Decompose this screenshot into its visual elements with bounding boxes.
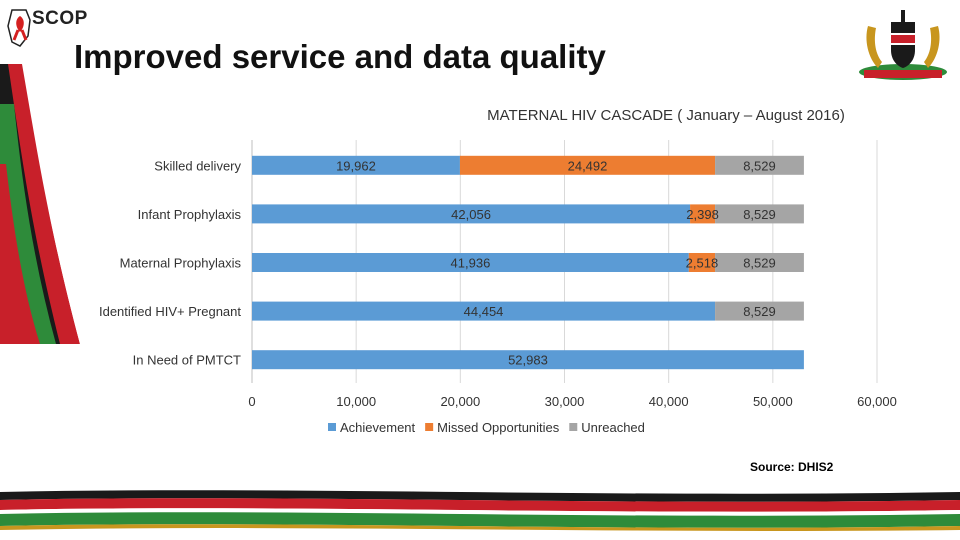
bar-missed-opportunities (690, 204, 716, 224)
category-label: In Need of PMTCT (133, 353, 241, 368)
x-tick-label: 10,000 (336, 394, 376, 409)
category-label: Skilled delivery (154, 158, 241, 173)
logo-text: SCOP (32, 8, 88, 29)
data-label: 2,518 (686, 256, 719, 271)
x-tick-label: 30,000 (545, 394, 585, 409)
bar-unreached (715, 155, 804, 175)
legend-label: Unreached (581, 420, 645, 435)
bar-achievement (252, 155, 460, 175)
data-label: 44,454 (464, 304, 504, 319)
x-tick-label: 50,000 (753, 394, 793, 409)
x-tick-label: 20,000 (440, 394, 480, 409)
bar-missed-opportunities (459, 155, 716, 175)
data-label: 19,962 (336, 158, 376, 173)
bar-unreached (715, 301, 804, 321)
bar-achievement (252, 301, 716, 321)
legend-label: Missed Opportunities (437, 420, 560, 435)
legend-swatch (328, 423, 336, 431)
kenya-flag-swoosh (0, 64, 80, 344)
data-label: 52,983 (508, 353, 548, 368)
data-label: 8,529 (743, 256, 776, 271)
category-label: Maternal Prophylaxis (120, 256, 242, 271)
x-tick-label: 40,000 (649, 394, 689, 409)
data-label: 24,492 (568, 158, 608, 173)
category-label: Infant Prophylaxis (138, 207, 242, 222)
data-label: 8,529 (743, 207, 776, 222)
chart-title: MATERNAL HIV CASCADE ( January – August … (487, 107, 845, 124)
coat-of-arms (859, 10, 947, 80)
data-label: 41,936 (451, 256, 491, 271)
legend-swatch (425, 423, 434, 431)
bar-achievement (252, 253, 689, 272)
page-title: Improved service and data quality (74, 38, 606, 75)
source-note: Source: DHIS2 (750, 460, 834, 474)
category-label: Identified HIV+ Pregnant (99, 304, 241, 319)
ribbon-icon (16, 16, 24, 32)
data-label: 8,529 (743, 304, 776, 319)
flag-stripe-band (0, 490, 960, 531)
bar-achievement (252, 350, 804, 370)
bar-missed-opportunities (688, 253, 716, 272)
x-tick-label: 60,000 (857, 394, 897, 409)
bar-achievement (252, 204, 691, 224)
bar-unreached (715, 253, 804, 272)
legend-swatch (569, 423, 578, 431)
data-label: 8,529 (743, 158, 776, 173)
bar-unreached (715, 204, 804, 224)
data-label: 2,398 (686, 207, 719, 222)
nascop-logo (7, 9, 31, 47)
x-tick-label: 0 (248, 394, 255, 409)
legend-label: Achievement (340, 420, 416, 435)
data-label: 42,056 (451, 207, 491, 222)
